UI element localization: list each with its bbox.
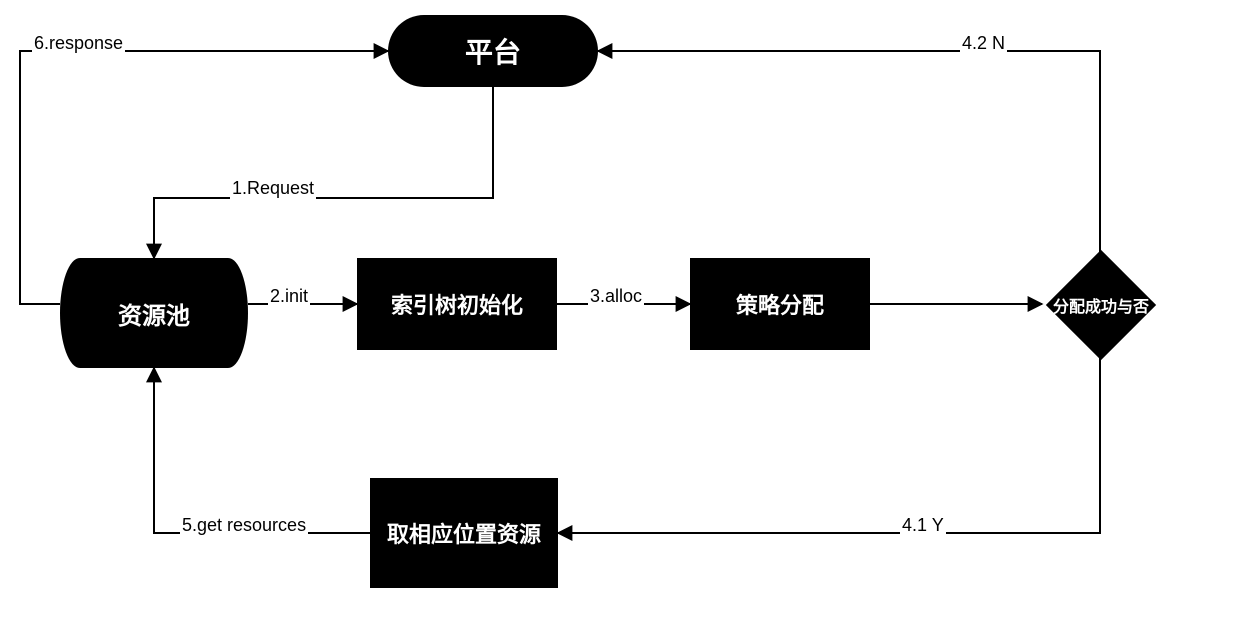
edge-e42 <box>598 51 1100 260</box>
edge-label-get-resources: 5.get resources <box>180 515 308 536</box>
node-get-res-label: 取相应位置资源 <box>387 517 541 549</box>
edge-e1 <box>154 87 493 258</box>
edge-label-response: 6.response <box>32 33 125 54</box>
edge-label-alloc: 3.alloc <box>588 286 644 307</box>
node-policy-alloc: 策略分配 <box>690 258 870 350</box>
node-decision: 分配成功与否 <box>1042 260 1160 350</box>
node-resource-pool: 资源池 <box>60 258 248 368</box>
edge-e5 <box>154 368 370 533</box>
node-get-resource: 取相应位置资源 <box>370 478 558 588</box>
edge-label-no: 4.2 N <box>960 33 1007 54</box>
node-decision-label: 分配成功与否 <box>1018 293 1183 317</box>
node-index-init: 索引树初始化 <box>357 258 557 350</box>
node-platform: 平台 <box>388 15 598 87</box>
node-pool-label: 资源池 <box>118 296 190 331</box>
node-platform-label: 平台 <box>465 31 521 71</box>
edge-label-yes: 4.1 Y <box>900 515 946 536</box>
edge-e41 <box>558 350 1100 533</box>
edge-label-init: 2.init <box>268 286 310 307</box>
node-policy-label: 策略分配 <box>736 288 824 320</box>
node-index-init-label: 索引树初始化 <box>391 288 523 320</box>
edge-label-request: 1.Request <box>230 178 316 199</box>
